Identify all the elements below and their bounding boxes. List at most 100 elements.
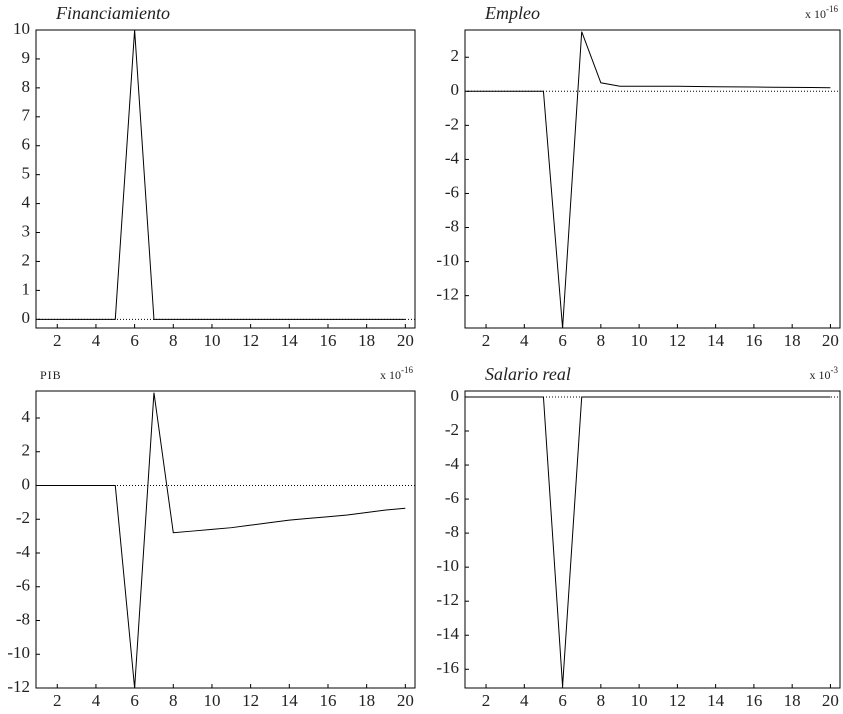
y-tick-label: -2 [16,508,30,527]
x-tick-label: 12 [669,331,686,350]
x-tick-label: 18 [784,331,801,350]
y-tick-label: 4 [22,407,31,426]
y-tick-label: -12 [7,677,30,696]
x-tick-label: 2 [53,691,62,710]
y-tick-label: -2 [445,114,459,133]
x-tick-label: 4 [520,691,529,710]
y-tick-label: -10 [7,643,30,662]
axis-multiplier: x 10-16 [380,365,413,382]
x-tick-label: 18 [358,691,375,710]
x-tick-label: 6 [558,331,567,350]
y-tick-label: 0 [22,308,31,327]
multiplier: x 10 [380,368,401,382]
y-tick-label: 4 [22,192,31,211]
panel-title: Financiamiento [55,3,170,23]
x-tick-label: 20 [397,331,414,350]
x-tick-label: 4 [520,331,529,350]
panel-title: PIB [40,368,62,382]
x-tick-label: 16 [745,331,762,350]
panel: PIB x 10-16 -12 -10 -8 -6 -4 -2 0 2 4 2 4 6 8 10 12 14 16 1… [7,365,416,710]
x-tick-label: 14 [707,691,725,710]
x-tick-label: 6 [130,331,139,350]
y-tick-label: 10 [13,19,30,38]
y-tick-label: -4 [445,454,460,473]
y-tick-label: -16 [436,658,459,677]
series-line [37,30,406,320]
series-line [466,31,831,328]
y-tick-label: 6 [22,135,31,154]
y-tick-label: -10 [436,556,459,575]
exponent: -16 [401,365,413,375]
y-tick-label: -6 [445,488,459,507]
y-tick-label: 0 [22,474,31,493]
y-tick-label: -4 [16,542,31,561]
panel-title: Empleo [484,3,540,23]
y-tick-label: 2 [451,46,460,65]
y-tick-label: -10 [436,250,459,269]
series-line [466,396,831,687]
x-tick-label: 2 [482,691,491,710]
x-tick-label: 8 [169,331,178,350]
x-tick-label: 14 [281,331,299,350]
x-tick-label: 8 [597,331,606,350]
y-tick-label: -6 [16,576,30,595]
x-tick-label: 10 [631,691,648,710]
x-tick-label: 20 [397,691,414,710]
x-tick-label: 20 [822,691,839,710]
y-tick-label: 5 [22,164,31,183]
y-tick-label: -8 [16,609,30,628]
x-tick-label: 8 [169,691,178,710]
exponent: -16 [826,4,838,14]
multiplier: x 10 [810,368,831,382]
multiplier: x 10 [805,7,826,21]
exponent: -3 [831,365,839,375]
x-tick-label: 8 [597,691,606,710]
y-tick-label: -12 [436,590,459,609]
y-tick-label: 1 [22,279,31,298]
y-tick-label: 2 [22,441,31,460]
x-tick-label: 6 [558,691,567,710]
x-tick-label: 4 [92,691,101,710]
y-tick-label: -6 [445,182,459,201]
x-tick-label: 2 [482,331,491,350]
x-tick-label: 2 [53,331,62,350]
y-tick-label: -2 [445,420,459,439]
y-tick-label: -4 [445,148,460,167]
x-tick-label: 10 [203,691,220,710]
x-tick-label: 16 [319,691,336,710]
x-tick-label: 6 [130,691,139,710]
x-tick-label: 12 [669,691,686,710]
x-tick-label: 20 [822,331,839,350]
y-tick-label: 0 [451,80,460,99]
y-tick-label: -8 [445,522,459,541]
y-tick-label: 9 [22,48,31,67]
panel: Salario real x 10-3 -16 -14 -12 -10 -8 -6 -4 -2 0 2… [436,364,841,710]
series-line [37,392,406,688]
x-tick-label: 16 [745,691,762,710]
y-tick-label: 7 [22,106,31,125]
y-tick-label: -8 [445,216,459,235]
panel: Empleo x 10-16 -12 -10 -8 -6 -4 -2 0 2 2 4 6 8 10 12 14 1… [436,3,841,350]
x-tick-label: 10 [631,331,648,350]
plot-frame [464,29,841,329]
y-tick-label: -14 [436,624,459,643]
plot-frame [35,29,416,329]
y-tick-label: 2 [22,250,31,269]
y-tick-label: 8 [22,77,31,96]
axis-multiplier: x 10-3 [810,365,839,382]
x-tick-label: 18 [784,691,801,710]
panel-title: Salario real [485,364,571,384]
x-tick-label: 14 [707,331,725,350]
x-tick-label: 4 [92,331,101,350]
x-tick-label: 14 [281,691,299,710]
x-tick-label: 12 [242,331,259,350]
x-tick-label: 12 [242,691,259,710]
x-tick-label: 16 [319,331,336,350]
x-tick-label: 18 [358,331,375,350]
y-tick-label: 0 [451,386,460,405]
plot-frame [35,390,416,689]
x-tick-label: 10 [203,331,220,350]
plot-frame [464,390,841,689]
